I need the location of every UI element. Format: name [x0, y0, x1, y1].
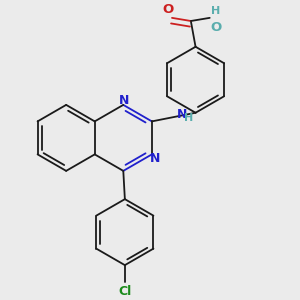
Text: O: O: [162, 3, 173, 16]
Text: N: N: [119, 94, 130, 107]
Text: N: N: [176, 108, 187, 121]
Text: H: H: [184, 113, 193, 123]
Text: Cl: Cl: [118, 285, 131, 298]
Text: H: H: [211, 6, 220, 16]
Text: O: O: [211, 21, 222, 34]
Text: N: N: [150, 152, 160, 165]
